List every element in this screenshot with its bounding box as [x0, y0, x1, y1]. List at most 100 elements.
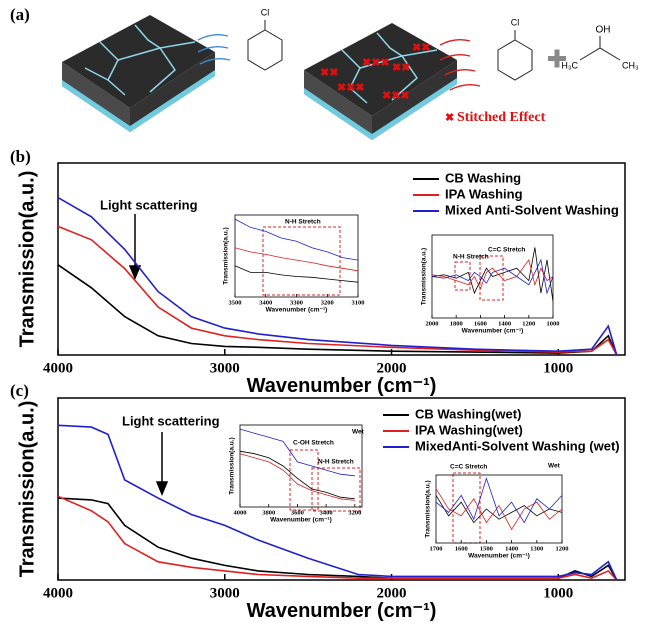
svg-text:✖✖: ✖✖: [320, 67, 338, 79]
data-line: [57, 495, 618, 581]
legend-label: IPA Washing: [445, 186, 523, 201]
x-axis-label: Wavenumber (cm⁻¹): [270, 517, 332, 524]
x-tick-label: 1700: [430, 546, 443, 553]
legend-label: CB Washing(wet): [415, 406, 521, 421]
x-tick-label: 1000: [547, 321, 560, 328]
data-line: [431, 258, 554, 290]
x-tick-label: 4000: [43, 361, 73, 377]
annotation: Light scattering: [122, 413, 220, 428]
data-line: [57, 225, 618, 356]
y-axis-label: Transmission(a.u.): [421, 248, 428, 305]
x-tick-label: 3400: [320, 510, 333, 517]
x-tick-label: 3800: [262, 510, 275, 517]
atom-label: Cl: [261, 7, 270, 17]
data-line: [435, 495, 563, 524]
x-tick-label: 2000: [426, 321, 439, 328]
x-tick-label: 3300: [290, 300, 303, 307]
data-line: [57, 424, 618, 581]
panel-label: (c): [10, 381, 29, 400]
legend-label: Mixed Anti-Solvent Washing: [445, 202, 619, 217]
x-tick-label: 1600: [455, 546, 468, 553]
svg-text:✖✖✖: ✖✖✖: [362, 57, 390, 69]
x-tick-label: 3000: [210, 361, 240, 377]
annotation: N-H Stretch: [318, 459, 354, 466]
x-tick-label: 3500: [229, 300, 242, 307]
data-line: [431, 247, 554, 302]
svg-text:✖✖: ✖✖: [392, 62, 410, 74]
x-tick-label: 1200: [522, 321, 535, 328]
data-line: [239, 450, 355, 500]
arrows: [197, 34, 231, 65]
x-tick-label: 2000: [377, 361, 407, 377]
molecule: [247, 20, 621, 81]
annotation: C=C Stretch: [450, 464, 487, 471]
annotation-arrow: [128, 214, 169, 496]
annotation: Wet: [352, 429, 365, 436]
film-illustration: [62, 15, 215, 132]
y-axis-label: Transmission(a.u.): [16, 401, 38, 578]
x-tick-label: 3200: [321, 300, 334, 307]
annotation: Wet: [548, 463, 561, 470]
panel-label: (a): [10, 5, 30, 24]
annotation: N-H Stretch: [453, 254, 489, 261]
x-tick-label: 1500: [480, 546, 493, 553]
x-tick-label: 1400: [498, 321, 511, 328]
atom-label: Cl: [511, 17, 520, 27]
data-line: [234, 218, 359, 261]
x-tick-label: 3200: [348, 510, 361, 517]
plot-frame: [57, 162, 626, 356]
annotation: C-OH Stretch: [293, 440, 334, 447]
x-axis-label: Wavenumber (cm⁻¹): [462, 328, 524, 335]
annotation: Stitched Effect: [457, 110, 546, 125]
annotation: Light scattering: [100, 197, 198, 212]
svg-text:✖✖: ✖✖: [412, 42, 430, 54]
annotation: N-H Stretch: [285, 219, 321, 226]
x-tick-label: 1000: [543, 361, 573, 377]
data-line: [57, 196, 618, 356]
x-tick-label: 3100: [352, 300, 365, 307]
x-tick-label: 1600: [474, 321, 487, 328]
panel-label: (b): [10, 147, 31, 166]
plus-sign: [548, 49, 566, 68]
data-line: [239, 428, 355, 477]
x-axis-label: Wavenumber (cm⁻¹): [247, 600, 437, 622]
x-axis-label: Wavenumber (cm⁻¹): [247, 375, 437, 397]
plot-frame: [239, 424, 363, 508]
x-tick-label: 3000: [210, 586, 240, 602]
legend-label: IPA Washing(wet): [415, 422, 523, 437]
data-line: [234, 265, 359, 283]
svg-text:✖✖✖: ✖✖✖: [382, 90, 410, 102]
y-axis-label: Transmission(a.u.): [425, 480, 432, 537]
data-line: [234, 247, 359, 272]
x-tick-label: 1000: [543, 586, 573, 602]
x-tick-label: 1400: [505, 546, 518, 553]
film-illustration: ✖✖✖✖✖✖✖✖ ✖✖✖✖✖✖✖: [304, 23, 457, 140]
x-axis-label: Wavenumber (cm⁻¹): [468, 553, 530, 560]
data-line: [435, 477, 563, 524]
plot-frame: [57, 397, 626, 581]
annotation: C=C Stretch: [488, 247, 525, 254]
x-tick-label: 3400: [259, 300, 272, 307]
x-tick-label: 1800: [450, 321, 463, 328]
x-tick-label: 1200: [556, 546, 569, 553]
x-tick-label: 2000: [377, 586, 407, 602]
atom-label: CH₃: [622, 60, 639, 70]
data-line: [239, 453, 355, 501]
data-line: [435, 488, 563, 531]
legend-label: MixedAnti-Solvent Washing (wet): [415, 438, 620, 453]
x-axis-label: Wavenumber (cm⁻¹): [266, 307, 328, 314]
y-axis-label: Transmission(a.u.): [229, 437, 236, 494]
x-tick-label: 1300: [530, 546, 543, 553]
marker: ✖: [445, 112, 454, 124]
svg-text:✖✖✖: ✖✖✖: [337, 82, 365, 94]
x-tick-label: 4000: [234, 510, 247, 517]
atom-label: OH: [596, 25, 611, 36]
y-axis-label: Transmission(a.u.): [223, 227, 230, 284]
arrows: [439, 39, 481, 91]
x-tick-label: 3600: [291, 510, 304, 517]
atom-label: H₃C: [561, 60, 578, 70]
data-line: [431, 258, 554, 295]
legend-label: CB Washing: [445, 170, 521, 185]
y-axis-label: Transmission(a.u.): [16, 171, 38, 348]
